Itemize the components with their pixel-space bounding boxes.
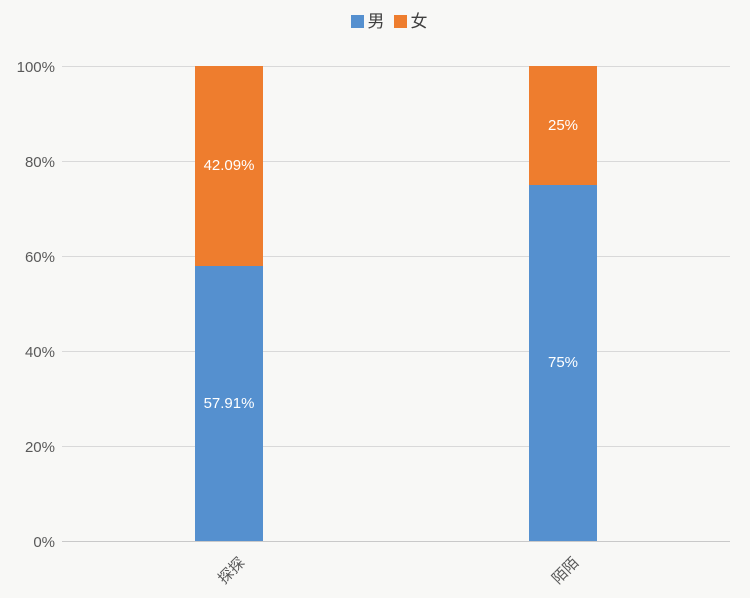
legend-label: 男 <box>367 12 385 31</box>
gridline-60% <box>62 256 730 257</box>
legend-item-男: 男 <box>350 12 385 31</box>
y-axis-tick-label: 80% <box>24 154 55 171</box>
gridline-40% <box>62 351 730 352</box>
plot-area: 57.91% 42.09% 探探 75% 25% 陌陌 <box>62 66 730 588</box>
data-label: 57.91% <box>203 394 255 412</box>
legend-swatch-icon <box>393 15 407 28</box>
gridline-80% <box>62 161 730 162</box>
gridline-20% <box>62 446 730 447</box>
legend-label: 女 <box>410 12 428 31</box>
y-axis-tick-label: 40% <box>24 344 55 361</box>
y-axis-tick-label: 60% <box>24 249 55 266</box>
data-label: 42.09% <box>203 157 255 175</box>
legend-swatch-icon <box>350 15 364 28</box>
y-axis-tick-label: 20% <box>24 439 55 456</box>
data-label: 25% <box>547 116 579 134</box>
bar-segment-陌陌-女: 25% <box>529 66 597 185</box>
gridline-100% <box>62 66 730 67</box>
y-axis-tick-label: 0% <box>33 534 55 551</box>
x-axis-line <box>62 541 730 542</box>
bar-segment-陌陌-男: 75% <box>529 184 597 541</box>
y-axis-tick-label: 100% <box>16 59 55 76</box>
data-label: 75% <box>547 354 579 372</box>
legend-item-女: 女 <box>393 12 428 31</box>
x-axis-category-label: 探探 <box>215 554 249 588</box>
x-axis-category-label: 陌陌 <box>549 554 583 588</box>
bar-segment-探探-女: 42.09% <box>195 66 263 266</box>
bar-segment-探探-男: 57.91% <box>195 265 263 541</box>
chart-legend: 男女 <box>14 13 750 30</box>
